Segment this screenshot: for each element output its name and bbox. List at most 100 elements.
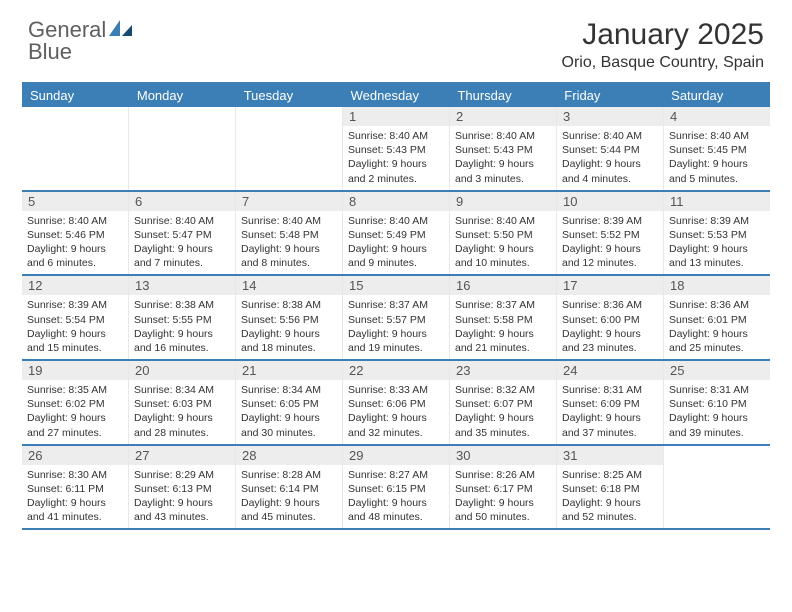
daylight-line2: and 23 minutes.: [562, 341, 658, 355]
daylight-line2: and 13 minutes.: [669, 256, 765, 270]
sunset: Sunset: 6:10 PM: [669, 397, 765, 411]
day-of-week: Sunday: [22, 84, 129, 107]
daylight-line1: Daylight: 9 hours: [562, 496, 658, 510]
day-number: 30: [450, 446, 556, 465]
sunrise: Sunrise: 8:31 AM: [562, 383, 658, 397]
calendar-cell: 22Sunrise: 8:33 AMSunset: 6:06 PMDayligh…: [343, 361, 450, 444]
day-number: 3: [557, 107, 663, 126]
day-number: 11: [664, 192, 770, 211]
day-number: 2: [450, 107, 556, 126]
sunset: Sunset: 5:48 PM: [241, 228, 337, 242]
daylight-line2: and 5 minutes.: [669, 172, 765, 186]
sunrise: Sunrise: 8:32 AM: [455, 383, 551, 397]
daylight-line1: Daylight: 9 hours: [134, 242, 230, 256]
calendar-cell: 24 Sunrise: 8:31 AMSunset: 6:09 PMDayligh…: [557, 361, 664, 444]
daylight-line2: and 27 minutes.: [27, 426, 123, 440]
brand-text: General Blue: [28, 18, 134, 63]
sunrise: Sunrise: 8:40 AM: [455, 129, 551, 143]
day-number: 8: [343, 192, 449, 211]
sunset: Sunset: 5:46 PM: [27, 228, 123, 242]
sunrise: Sunrise: 8:39 AM: [562, 214, 658, 228]
sunset: Sunset: 5:50 PM: [455, 228, 551, 242]
sunset: Sunset: 5:53 PM: [669, 228, 765, 242]
day-of-week: Wednesday: [343, 84, 450, 107]
sun-info: Sunrise: 8:34 AMSunset: 6:05 PMDaylight:…: [236, 380, 342, 444]
daylight-line2: and 21 minutes.: [455, 341, 551, 355]
day-of-week: Tuesday: [236, 84, 343, 107]
day-of-week: Thursday: [449, 84, 556, 107]
sunset: Sunset: 6:09 PM: [562, 397, 658, 411]
daylight-line1: Daylight: 9 hours: [241, 496, 337, 510]
day-number: 24: [557, 361, 663, 380]
sunrise: Sunrise: 8:39 AM: [669, 214, 765, 228]
sunset: Sunset: 5:43 PM: [348, 143, 444, 157]
calendar-cell: 2Sunrise: 8:40 AMSunset: 5:43 PMDaylight…: [450, 107, 557, 190]
day-number: 23: [450, 361, 556, 380]
sunset: Sunset: 5:58 PM: [455, 313, 551, 327]
daylight-line1: Daylight: 9 hours: [241, 411, 337, 425]
sunset: Sunset: 5:54 PM: [27, 313, 123, 327]
brand-name-2: Blue: [28, 42, 134, 63]
sunset: Sunset: 6:01 PM: [669, 313, 765, 327]
sunrise: Sunrise: 8:34 AM: [241, 383, 337, 397]
day-number: 16: [450, 276, 556, 295]
calendar-cell: 26Sunrise: 8:30 AMSunset: 6:11 PMDayligh…: [22, 446, 129, 529]
sunrise: Sunrise: 8:25 AM: [562, 468, 658, 482]
sunrise: Sunrise: 8:38 AM: [241, 298, 337, 312]
sunset: Sunset: 6:13 PM: [134, 482, 230, 496]
daylight-line1: Daylight: 9 hours: [134, 496, 230, 510]
calendar: SundayMondayTuesdayWednesdayThursdayFrid…: [22, 82, 770, 530]
sun-info: Sunrise: 8:40 AMSunset: 5:47 PMDaylight:…: [129, 211, 235, 275]
sun-info: Sunrise: 8:26 AMSunset: 6:17 PMDaylight:…: [450, 465, 556, 529]
sun-info: Sunrise: 8:40 AMSunset: 5:48 PMDaylight:…: [236, 211, 342, 275]
daylight-line1: Daylight: 9 hours: [562, 157, 658, 171]
sunset: Sunset: 6:03 PM: [134, 397, 230, 411]
title-block: January 2025 Orio, Basque Country, Spain: [562, 18, 764, 72]
daylight-line2: and 30 minutes.: [241, 426, 337, 440]
calendar-cell: 19Sunrise: 8:35 AMSunset: 6:02 PMDayligh…: [22, 361, 129, 444]
day-number: 29: [343, 446, 449, 465]
daylight-line2: and 19 minutes.: [348, 341, 444, 355]
calendar-cell: 31Sunrise: 8:25 AMSunset: 6:18 PMDayligh…: [557, 446, 664, 529]
brand-logo: General Blue: [28, 18, 134, 63]
daylight-line2: and 35 minutes.: [455, 426, 551, 440]
sun-info: Sunrise: 8:32 AMSunset: 6:07 PMDaylight:…: [450, 380, 556, 444]
daylight-line1: Daylight: 9 hours: [562, 411, 658, 425]
sunrise: Sunrise: 8:38 AM: [134, 298, 230, 312]
daylight-line1: Daylight: 9 hours: [669, 327, 765, 341]
header: General Blue January 2025 Orio, Basque C…: [0, 0, 792, 76]
daylight-line1: Daylight: 9 hours: [455, 242, 551, 256]
sunset: Sunset: 6:17 PM: [455, 482, 551, 496]
calendar-cell: 13Sunrise: 8:38 AMSunset: 5:55 PMDayligh…: [129, 276, 236, 359]
daylight-line2: and 4 minutes.: [562, 172, 658, 186]
sunrise: Sunrise: 8:28 AM: [241, 468, 337, 482]
calendar-cell: 7Sunrise: 8:40 AMSunset: 5:48 PMDaylight…: [236, 192, 343, 275]
calendar-cell: 11Sunrise: 8:39 AMSunset: 5:53 PMDayligh…: [664, 192, 770, 275]
daylight-line1: Daylight: 9 hours: [562, 242, 658, 256]
brand-sail-icon: [108, 18, 134, 42]
calendar-cell: 0: [22, 107, 129, 190]
sun-info: Sunrise: 8:37 AMSunset: 5:58 PMDaylight:…: [450, 295, 556, 359]
calendar-cell: 21Sunrise: 8:34 AMSunset: 6:05 PMDayligh…: [236, 361, 343, 444]
day-number: 25: [664, 361, 770, 380]
sun-info: Sunrise: 8:34 AMSunset: 6:03 PMDaylight:…: [129, 380, 235, 444]
daylight-line2: and 37 minutes.: [562, 426, 658, 440]
sunset: Sunset: 5:57 PM: [348, 313, 444, 327]
daylight-line1: Daylight: 9 hours: [348, 157, 444, 171]
sun-info: Sunrise: 8:40 AMSunset: 5:49 PMDaylight:…: [343, 211, 449, 275]
calendar-cell: 3Sunrise: 8:40 AMSunset: 5:44 PMDaylight…: [557, 107, 664, 190]
day-number: 9: [450, 192, 556, 211]
calendar-cell: 17Sunrise: 8:36 AMSunset: 6:00 PMDayligh…: [557, 276, 664, 359]
sun-info: Sunrise: 8:38 AMSunset: 5:55 PMDaylight:…: [129, 295, 235, 359]
sun-info: Sunrise: 8:35 AMSunset: 6:02 PMDaylight:…: [22, 380, 128, 444]
calendar-cell: 18Sunrise: 8:36 AMSunset: 6:01 PMDayligh…: [664, 276, 770, 359]
day-number: 31: [557, 446, 663, 465]
day-of-week-header: SundayMondayTuesdayWednesdayThursdayFrid…: [22, 84, 770, 107]
calendar-cell: 15Sunrise: 8:37 AMSunset: 5:57 PMDayligh…: [343, 276, 450, 359]
daylight-line2: and 18 minutes.: [241, 341, 337, 355]
brand-name-1: General: [28, 20, 106, 41]
daylight-line2: and 32 minutes.: [348, 426, 444, 440]
sunrise: Sunrise: 8:30 AM: [27, 468, 123, 482]
daylight-line2: and 41 minutes.: [27, 510, 123, 524]
daylight-line1: Daylight: 9 hours: [455, 496, 551, 510]
